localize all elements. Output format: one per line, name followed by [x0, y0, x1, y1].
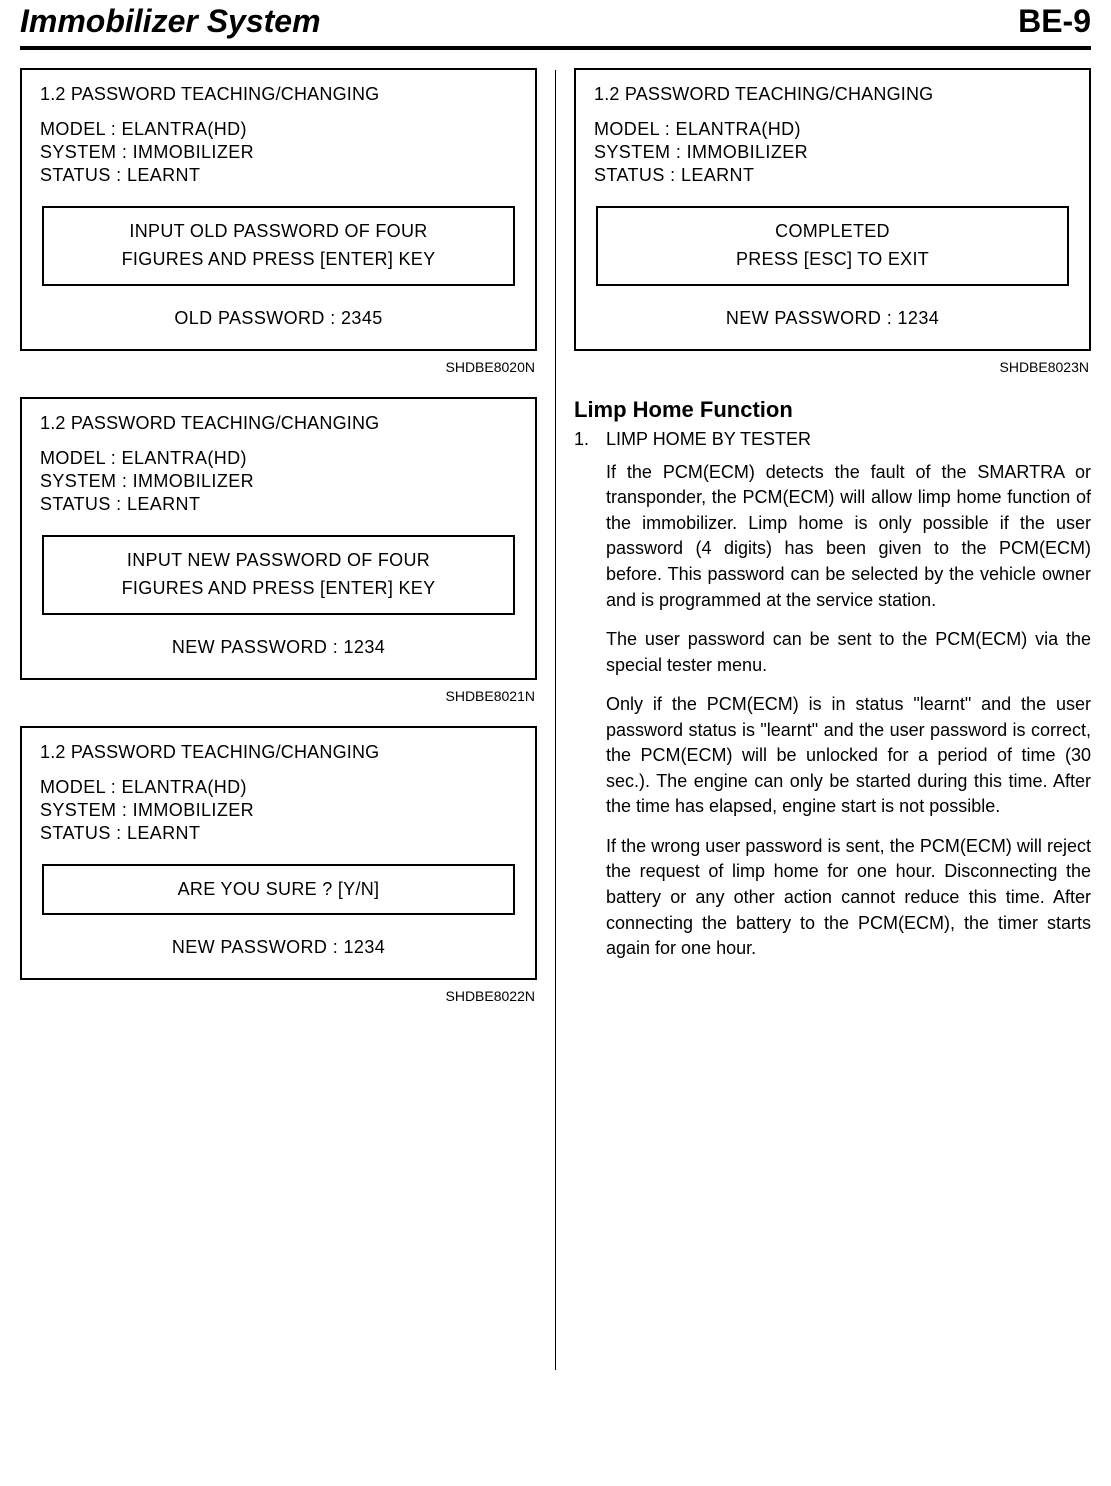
page-header: Immobilizer System BE-9	[20, 0, 1091, 46]
screen-line-status: STATUS : LEARNT	[36, 823, 521, 844]
screen-title: 1.2 PASSWORD TEACHING/CHANGING	[590, 84, 1075, 105]
screen-footer: NEW PASSWORD : 1234	[590, 308, 1075, 329]
tester-screen: 1.2 PASSWORD TEACHING/CHANGING MODEL : E…	[20, 68, 537, 351]
section-heading: Limp Home Function	[574, 397, 1091, 423]
tester-screen: 1.2 PASSWORD TEACHING/CHANGING MODEL : E…	[20, 397, 537, 680]
body-paragraph: The user password can be sent to the PCM…	[606, 627, 1091, 678]
screen-line-status: STATUS : LEARNT	[36, 165, 521, 186]
screen-prompt: INPUT NEW PASSWORD OF FOURFIGURES AND PR…	[42, 535, 515, 615]
screen-prompt: COMPLETEDPRESS [ESC] TO EXIT	[596, 206, 1069, 286]
screen-line-model: MODEL : ELANTRA(HD)	[36, 777, 521, 798]
screen-footer: NEW PASSWORD : 1234	[36, 637, 521, 658]
screen-line-system: SYSTEM : IMMOBILIZER	[36, 142, 521, 163]
body-paragraph: If the PCM(ECM) detects the fault of the…	[606, 460, 1091, 613]
left-column: 1.2 PASSWORD TEACHING/CHANGING MODEL : E…	[20, 68, 555, 1370]
screen-title: 1.2 PASSWORD TEACHING/CHANGING	[36, 742, 521, 763]
figure-code: SHDBE8021N	[20, 688, 535, 704]
screen-line-system: SYSTEM : IMMOBILIZER	[36, 471, 521, 492]
right-column: 1.2 PASSWORD TEACHING/CHANGING MODEL : E…	[556, 68, 1091, 1370]
item-number: 1.	[574, 429, 596, 450]
screen-line-model: MODEL : ELANTRA(HD)	[590, 119, 1075, 140]
screen-line-system: SYSTEM : IMMOBILIZER	[590, 142, 1075, 163]
screen-title: 1.2 PASSWORD TEACHING/CHANGING	[36, 84, 521, 105]
page-title-left: Immobilizer System	[20, 3, 321, 40]
screen-title: 1.2 PASSWORD TEACHING/CHANGING	[36, 413, 521, 434]
screen-line-system: SYSTEM : IMMOBILIZER	[36, 800, 521, 821]
screen-footer: NEW PASSWORD : 1234	[36, 937, 521, 958]
screen-prompt: ARE YOU SURE ? [Y/N]	[42, 864, 515, 916]
page: Immobilizer System BE-9 1.2 PASSWORD TEA…	[0, 0, 1111, 1370]
page-number: BE-9	[1018, 3, 1091, 40]
body-paragraph: If the wrong user password is sent, the …	[606, 834, 1091, 962]
screen-line-status: STATUS : LEARNT	[590, 165, 1075, 186]
numbered-item: 1. LIMP HOME BY TESTER	[574, 429, 1091, 450]
figure-code: SHDBE8022N	[20, 988, 535, 1004]
screen-line-status: STATUS : LEARNT	[36, 494, 521, 515]
screen-line-model: MODEL : ELANTRA(HD)	[36, 448, 521, 469]
tester-screen: 1.2 PASSWORD TEACHING/CHANGING MODEL : E…	[20, 726, 537, 981]
screen-line-model: MODEL : ELANTRA(HD)	[36, 119, 521, 140]
screen-footer: OLD PASSWORD : 2345	[36, 308, 521, 329]
screen-prompt: INPUT OLD PASSWORD OF FOURFIGURES AND PR…	[42, 206, 515, 286]
header-rule	[20, 46, 1091, 50]
body-paragraph: Only if the PCM(ECM) is in status "learn…	[606, 692, 1091, 820]
two-column-layout: 1.2 PASSWORD TEACHING/CHANGING MODEL : E…	[20, 68, 1091, 1370]
item-title: LIMP HOME BY TESTER	[606, 429, 811, 450]
tester-screen: 1.2 PASSWORD TEACHING/CHANGING MODEL : E…	[574, 68, 1091, 351]
figure-code: SHDBE8023N	[574, 359, 1089, 375]
figure-code: SHDBE8020N	[20, 359, 535, 375]
